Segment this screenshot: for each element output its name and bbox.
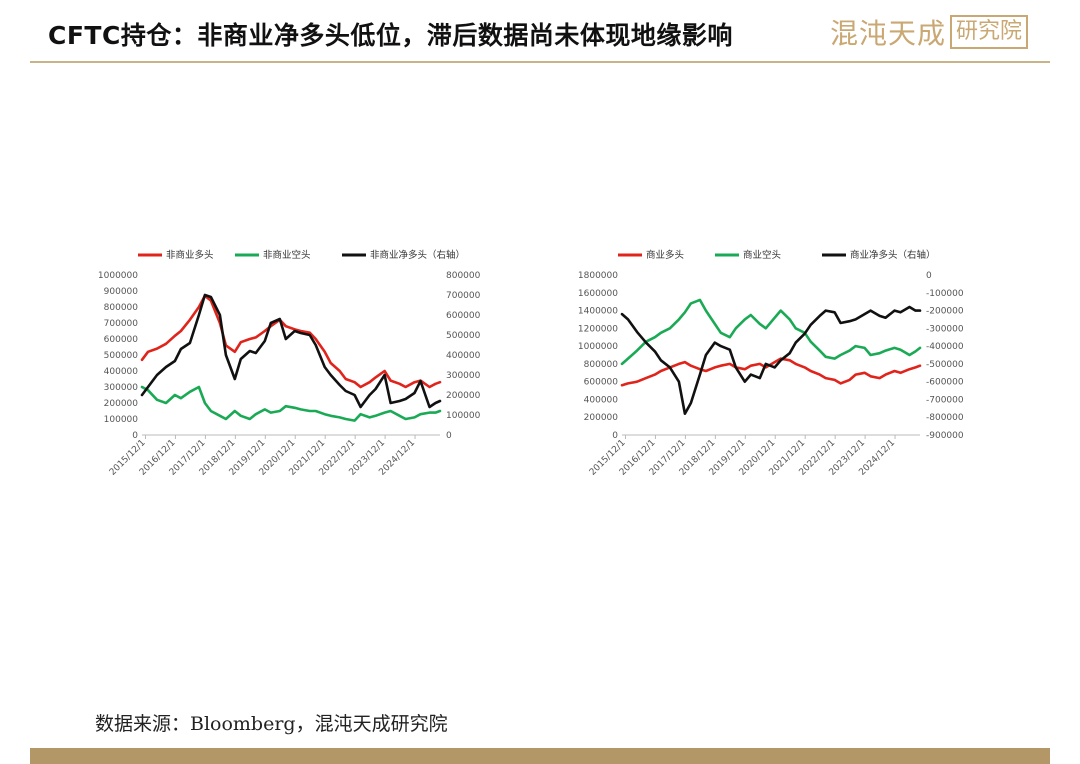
logo-box-text: 研究院 [949,15,1028,49]
y-tick-left: 1600000 [578,289,618,299]
y-tick-left: 700000 [104,319,139,329]
series-line [140,385,442,422]
y-tick-left: 0 [612,431,618,441]
y-tick-right: -900000 [926,431,964,441]
y-tick-left: 100000 [104,415,139,425]
y-tick-right: -100000 [926,289,964,299]
legend-label: 非商业空头 [263,249,311,261]
footer-bar [30,748,1050,764]
y-tick-left: 1000000 [578,342,618,352]
y-tick-left: 1000000 [98,271,138,281]
series-line [620,298,922,366]
y-tick-left: 600000 [584,378,619,388]
y-tick-left: 1800000 [578,271,618,281]
y-tick-right: 400000 [446,351,481,361]
y-tick-right: 300000 [446,371,481,381]
series-line [620,357,922,387]
source-note: 数据来源：Bloomberg，混沌天成研究院 [95,713,448,735]
y-tick-left: 200000 [104,399,139,409]
y-tick-right: -200000 [926,307,964,317]
brand-logo: 混沌天成 研究院 [830,12,1028,52]
legend-label: 商业净多头（右轴） [850,249,936,261]
y-tick-left: 500000 [104,351,139,361]
y-tick-right: -700000 [926,395,964,405]
legend-label: 非商业多头 [166,249,214,261]
y-tick-right: -600000 [926,378,964,388]
y-tick-left: 0 [132,431,138,441]
y-tick-left: 1200000 [578,324,618,334]
y-tick-left: 1400000 [578,307,618,317]
legend-label: 商业空头 [743,249,781,261]
series-line [140,294,442,389]
legend-label: 非商业净多头（右轴） [370,249,465,261]
y-tick-right: 100000 [446,411,481,421]
header-divider [30,61,1050,63]
y-tick-right: -500000 [926,360,964,370]
y-tick-left: 400000 [104,367,139,377]
y-tick-left: 600000 [104,335,139,345]
y-tick-right: 600000 [446,311,481,321]
series-line [140,293,442,409]
y-tick-left: 200000 [584,413,619,423]
y-tick-right: -300000 [926,324,964,334]
y-tick-left: 300000 [104,383,139,393]
y-tick-right: 500000 [446,331,481,341]
legend-label: 商业多头 [646,249,684,261]
y-tick-right: 0 [446,431,452,441]
y-tick-right: -800000 [926,413,964,423]
y-tick-left: 900000 [104,287,139,297]
y-tick-left: 800000 [584,360,619,370]
y-tick-right: 800000 [446,271,481,281]
page-title: CFTC持仓：非商业净多头低位，滞后数据尚未体现地缘影响 [48,21,733,50]
logo-text: 混沌天成 [829,17,946,50]
chart-noncommercial: 非商业多头 非商业空头 非商业净多头（右轴） 0 100000 200000 300000 4… [98,249,481,478]
y-tick-left: 400000 [584,395,619,405]
series-line [620,305,922,415]
y-tick-right: -400000 [926,342,964,352]
chart-commercial: 商业多头 商业空头 商业净多头（右轴） 0 200000 400000 600000 8000… [578,249,964,478]
y-tick-right: 700000 [446,291,481,301]
y-tick-left: 800000 [104,303,139,313]
y-tick-right: 200000 [446,391,481,401]
y-tick-right: 0 [926,271,932,281]
